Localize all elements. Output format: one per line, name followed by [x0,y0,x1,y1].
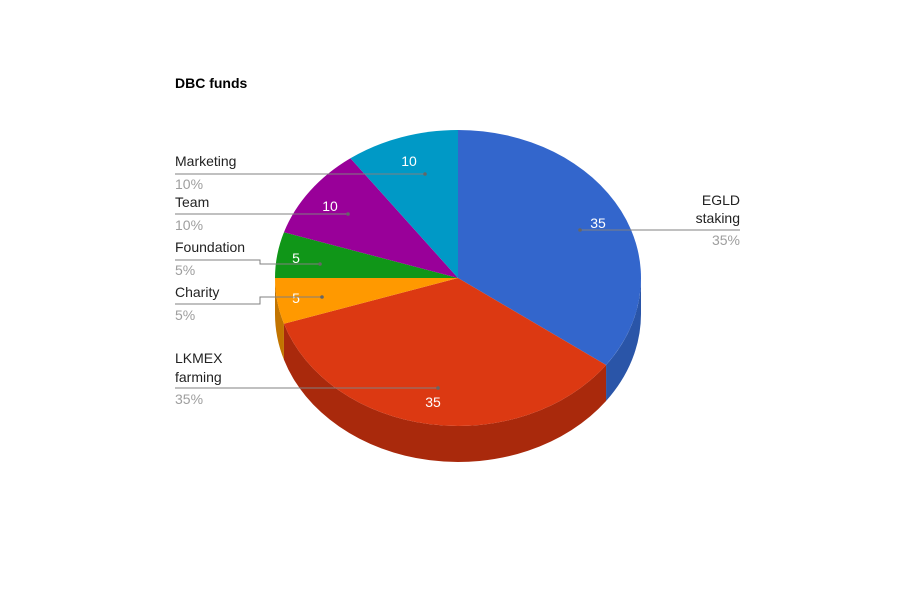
slice-foundation[interactable] [275,232,458,278]
slice-values: 35 35 5 5 10 10 [292,153,606,410]
pie-slices [275,130,641,427]
chart-title: DBC funds [175,75,248,91]
leader-line-charity [175,296,322,305]
slice-side-egld [606,278,641,401]
slice-label-marketing: Marketing [175,153,236,169]
slice-charity[interactable] [275,278,458,324]
leader-dot-charity [320,295,324,299]
slice-value-egld: 35 [590,215,606,231]
leader-dot-egld [578,228,582,232]
slice-percent-lkmex: 35% [175,391,203,407]
slice-labels: EGLD staking 35% LKMEX farming 35% Charity 5% Fo… [175,153,740,407]
leader-line-foundation [175,259,320,265]
slice-percent-team: 10% [175,217,203,233]
slice-percent-foundation: 5% [175,262,195,278]
slice-label-team: Team [175,194,209,210]
slice-marketing[interactable] [350,130,458,278]
slice-label-egld: staking [696,210,740,226]
slice-percent-charity: 5% [175,307,195,323]
slice-value-charity: 5 [292,290,300,306]
slice-value-marketing: 10 [401,153,417,169]
pie-sides [275,278,641,462]
slice-value-foundation: 5 [292,250,300,266]
slice-label-foundation: Foundation [175,239,245,255]
slice-label-lkmex: farming [175,369,222,385]
leader-dot-lkmex [436,386,440,390]
leader-dot-marketing [423,172,427,176]
slice-label-egld: EGLD [702,192,740,208]
slice-label-lkmex: LKMEX [175,350,223,366]
slice-egld[interactable] [458,130,641,365]
slice-side-charity [275,278,284,360]
slice-lkmex[interactable] [283,278,607,427]
slice-side-lkmex [283,323,607,462]
leader-dot-team [346,212,350,216]
slice-team[interactable] [283,158,458,278]
slice-percent-egld: 35% [712,232,740,248]
leader-dot-foundation [318,262,322,266]
slice-label-charity: Charity [175,284,219,300]
slice-value-team: 10 [322,198,338,214]
slice-value-lkmex: 35 [425,394,441,410]
slice-percent-marketing: 10% [175,176,203,192]
